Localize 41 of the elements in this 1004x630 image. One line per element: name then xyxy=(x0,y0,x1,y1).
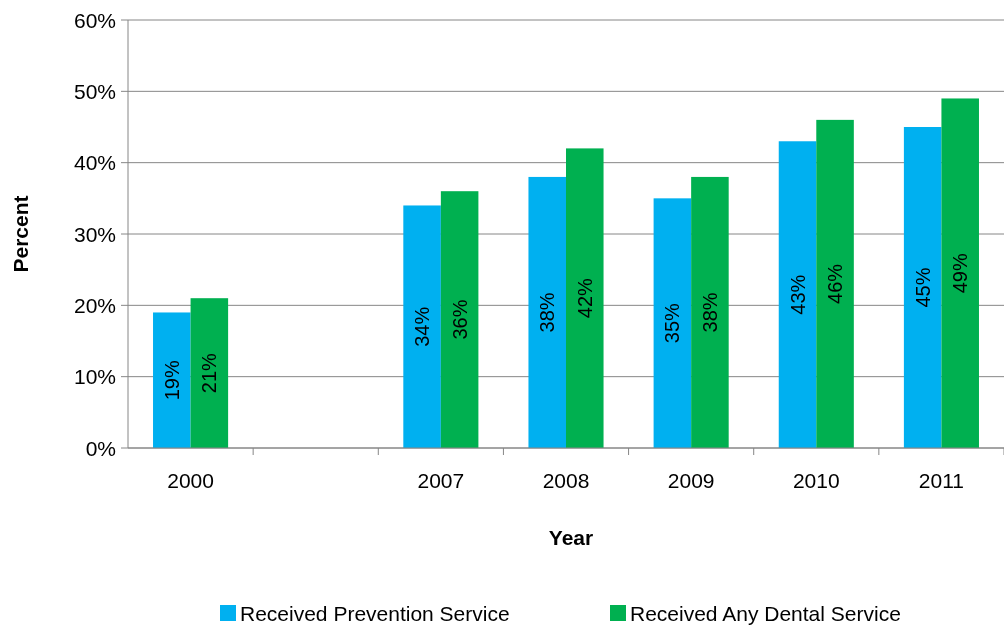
y-tick-label: 50% xyxy=(73,79,116,103)
x-tick-label: 2011 xyxy=(918,469,965,492)
y-tick-label: 40% xyxy=(73,151,116,175)
data-label: 43% xyxy=(786,274,809,315)
y-tick-label: 10% xyxy=(73,365,116,389)
bar xyxy=(190,298,229,448)
bar xyxy=(566,148,604,448)
y-tick-label: 20% xyxy=(73,293,116,317)
bar xyxy=(153,312,191,448)
bar xyxy=(941,98,979,448)
legend-label: Received Prevention Service xyxy=(240,601,510,625)
bar xyxy=(653,198,692,448)
data-label: 36% xyxy=(448,299,471,340)
bar xyxy=(816,119,854,448)
x-tick-label: 2008 xyxy=(542,469,590,492)
x-tick-label: 2000 xyxy=(167,469,214,492)
bar xyxy=(403,205,441,448)
data-label: 35% xyxy=(661,302,684,344)
data-label: 34% xyxy=(411,306,434,347)
bar xyxy=(440,191,479,448)
bar xyxy=(691,176,729,448)
data-label: 21% xyxy=(198,352,221,394)
y-tick-label: 0% xyxy=(85,436,116,460)
legend-label: Received Any Dental Service xyxy=(630,601,901,625)
data-label: 38% xyxy=(536,292,559,333)
data-label: 38% xyxy=(698,292,721,333)
x-tick-label: 2009 xyxy=(667,469,715,492)
x-axis-title: Year xyxy=(548,526,594,549)
x-tick-label: 2007 xyxy=(417,469,465,492)
bar xyxy=(778,141,817,448)
data-label: 42% xyxy=(573,277,596,319)
data-label: 49% xyxy=(949,253,972,294)
data-label: 46% xyxy=(824,263,847,304)
data-label: 45% xyxy=(911,267,934,308)
y-tick-label: 30% xyxy=(73,222,116,246)
x-tick-label: 2010 xyxy=(792,469,840,492)
data-label: 19% xyxy=(160,360,183,401)
bar xyxy=(528,176,566,448)
bar xyxy=(903,127,942,448)
y-tick-label: 60% xyxy=(73,8,116,32)
y-axis-title: Percent xyxy=(9,195,32,273)
